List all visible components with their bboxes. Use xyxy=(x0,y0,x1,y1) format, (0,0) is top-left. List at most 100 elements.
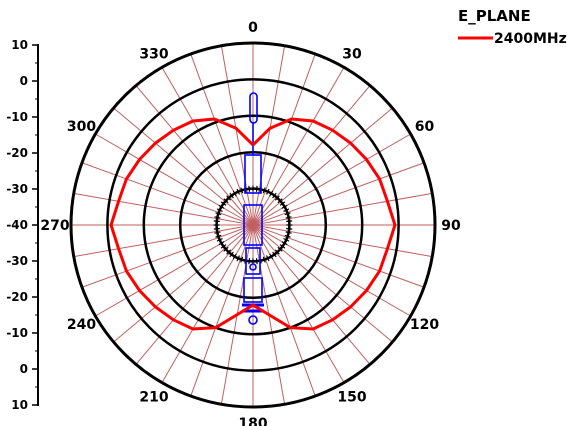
grid-minor-tick xyxy=(272,251,277,258)
antenna-part xyxy=(249,263,257,271)
grid-minor-tick xyxy=(248,185,251,192)
grid-spoke xyxy=(190,53,254,226)
grid-minor-tick xyxy=(281,241,288,246)
grid-minor-tick xyxy=(229,192,234,199)
grid-minor-tick xyxy=(216,238,223,242)
radial-axis-ticks: 10 0 -10 -20 -30 -40 -30 -20 -10 0 10 xyxy=(6,38,38,412)
grid-minor-tick xyxy=(285,231,292,234)
antenna-part xyxy=(245,247,261,275)
data-point xyxy=(110,224,112,226)
angle-label: 90 xyxy=(441,218,461,234)
radial-tick-label: -30 xyxy=(6,182,28,196)
grid-spoke xyxy=(252,162,425,226)
grid-minor-tick xyxy=(226,249,232,255)
grid-minor-tick xyxy=(236,255,240,262)
antenna-part xyxy=(248,315,258,325)
grid-spoke xyxy=(190,224,254,397)
data-point xyxy=(154,306,157,308)
grid-minor-tick xyxy=(236,188,240,195)
antenna-part xyxy=(243,277,263,303)
grid-minor-tick xyxy=(216,208,223,212)
data-point xyxy=(235,127,237,129)
grid-minor-tick xyxy=(229,251,234,258)
grid-minor-tick xyxy=(283,208,290,212)
data-point xyxy=(154,142,157,144)
grid-spoke xyxy=(135,224,254,365)
grid-spoke xyxy=(252,67,345,226)
grid-minor-tick xyxy=(248,258,251,265)
grid-minor-tick xyxy=(277,198,283,204)
grid-minor-tick xyxy=(281,204,288,209)
angle-label: 0 xyxy=(248,20,258,36)
grid-minor-tick xyxy=(220,201,227,206)
grid-spoke xyxy=(252,224,393,343)
data-point xyxy=(252,304,254,306)
radial-tick-label: -20 xyxy=(6,290,28,304)
grid-spoke xyxy=(161,224,254,383)
data-point xyxy=(236,314,238,316)
grid-minor-tick xyxy=(213,227,220,230)
angle-label: 270 xyxy=(40,218,69,234)
polar-grid xyxy=(69,41,437,409)
grid-minor-tick xyxy=(274,195,280,201)
series-2400mhz xyxy=(109,117,397,331)
grid-minor-tick xyxy=(218,204,225,209)
radial-tick-label: -30 xyxy=(6,254,28,268)
data-point xyxy=(349,306,352,308)
grid-minor-tick xyxy=(215,212,222,216)
data-point xyxy=(365,289,368,292)
radial-tick-label: -40 xyxy=(6,218,28,232)
data-point xyxy=(138,289,141,292)
data-point xyxy=(215,327,217,329)
grid-minor-tick xyxy=(215,234,222,238)
data-point xyxy=(349,142,352,144)
data-point xyxy=(117,200,120,202)
grid-minor-tick xyxy=(279,244,286,249)
angle-label: 180 xyxy=(238,416,267,426)
grid-minor-tick xyxy=(286,227,293,230)
grid-spoke xyxy=(252,107,393,226)
data-point xyxy=(378,178,381,180)
grid-spoke xyxy=(252,224,433,258)
grid-minor-tick xyxy=(232,253,237,260)
grid-ring xyxy=(142,114,364,336)
grid-spoke xyxy=(161,67,254,226)
radial-tick-label: 10 xyxy=(11,38,28,52)
angle-label: 150 xyxy=(337,389,366,405)
grid-minor-tick xyxy=(269,253,274,260)
data-point xyxy=(386,248,389,250)
data-point xyxy=(312,120,314,122)
grid-minor-tick xyxy=(286,220,293,223)
radial-tick-label: -20 xyxy=(6,146,28,160)
grid-minor-tick xyxy=(262,256,266,263)
data-point xyxy=(312,328,314,330)
data-point xyxy=(289,327,291,329)
grid-minor-tick xyxy=(284,234,291,238)
grid-minor-tick xyxy=(223,246,229,252)
data-point xyxy=(172,319,175,321)
data-point xyxy=(138,158,141,161)
data-point xyxy=(172,129,175,131)
grid-minor-tick xyxy=(285,216,292,219)
data-point xyxy=(252,144,254,146)
legend-label-2400mhz: 2400MHz xyxy=(494,31,567,47)
data-point xyxy=(331,319,334,321)
grid-spoke xyxy=(252,133,411,226)
angle-label: 30 xyxy=(342,47,362,63)
grid-minor-tick xyxy=(214,231,221,234)
grid-minor-tick xyxy=(279,201,286,206)
radial-tick-label: 0 xyxy=(20,362,28,376)
grid-spoke xyxy=(252,224,316,397)
grid-spoke xyxy=(252,224,425,288)
grid-ring xyxy=(106,78,400,372)
angle-label: 210 xyxy=(139,389,168,405)
grid-spoke xyxy=(95,224,254,317)
data-point xyxy=(268,314,270,316)
grid-minor-tick xyxy=(232,190,237,197)
grid-minor-tick xyxy=(274,249,280,255)
data-point xyxy=(331,129,334,131)
grid-spoke xyxy=(252,85,371,226)
angle-label: 240 xyxy=(67,317,96,333)
radial-tick-label: -10 xyxy=(6,110,28,124)
